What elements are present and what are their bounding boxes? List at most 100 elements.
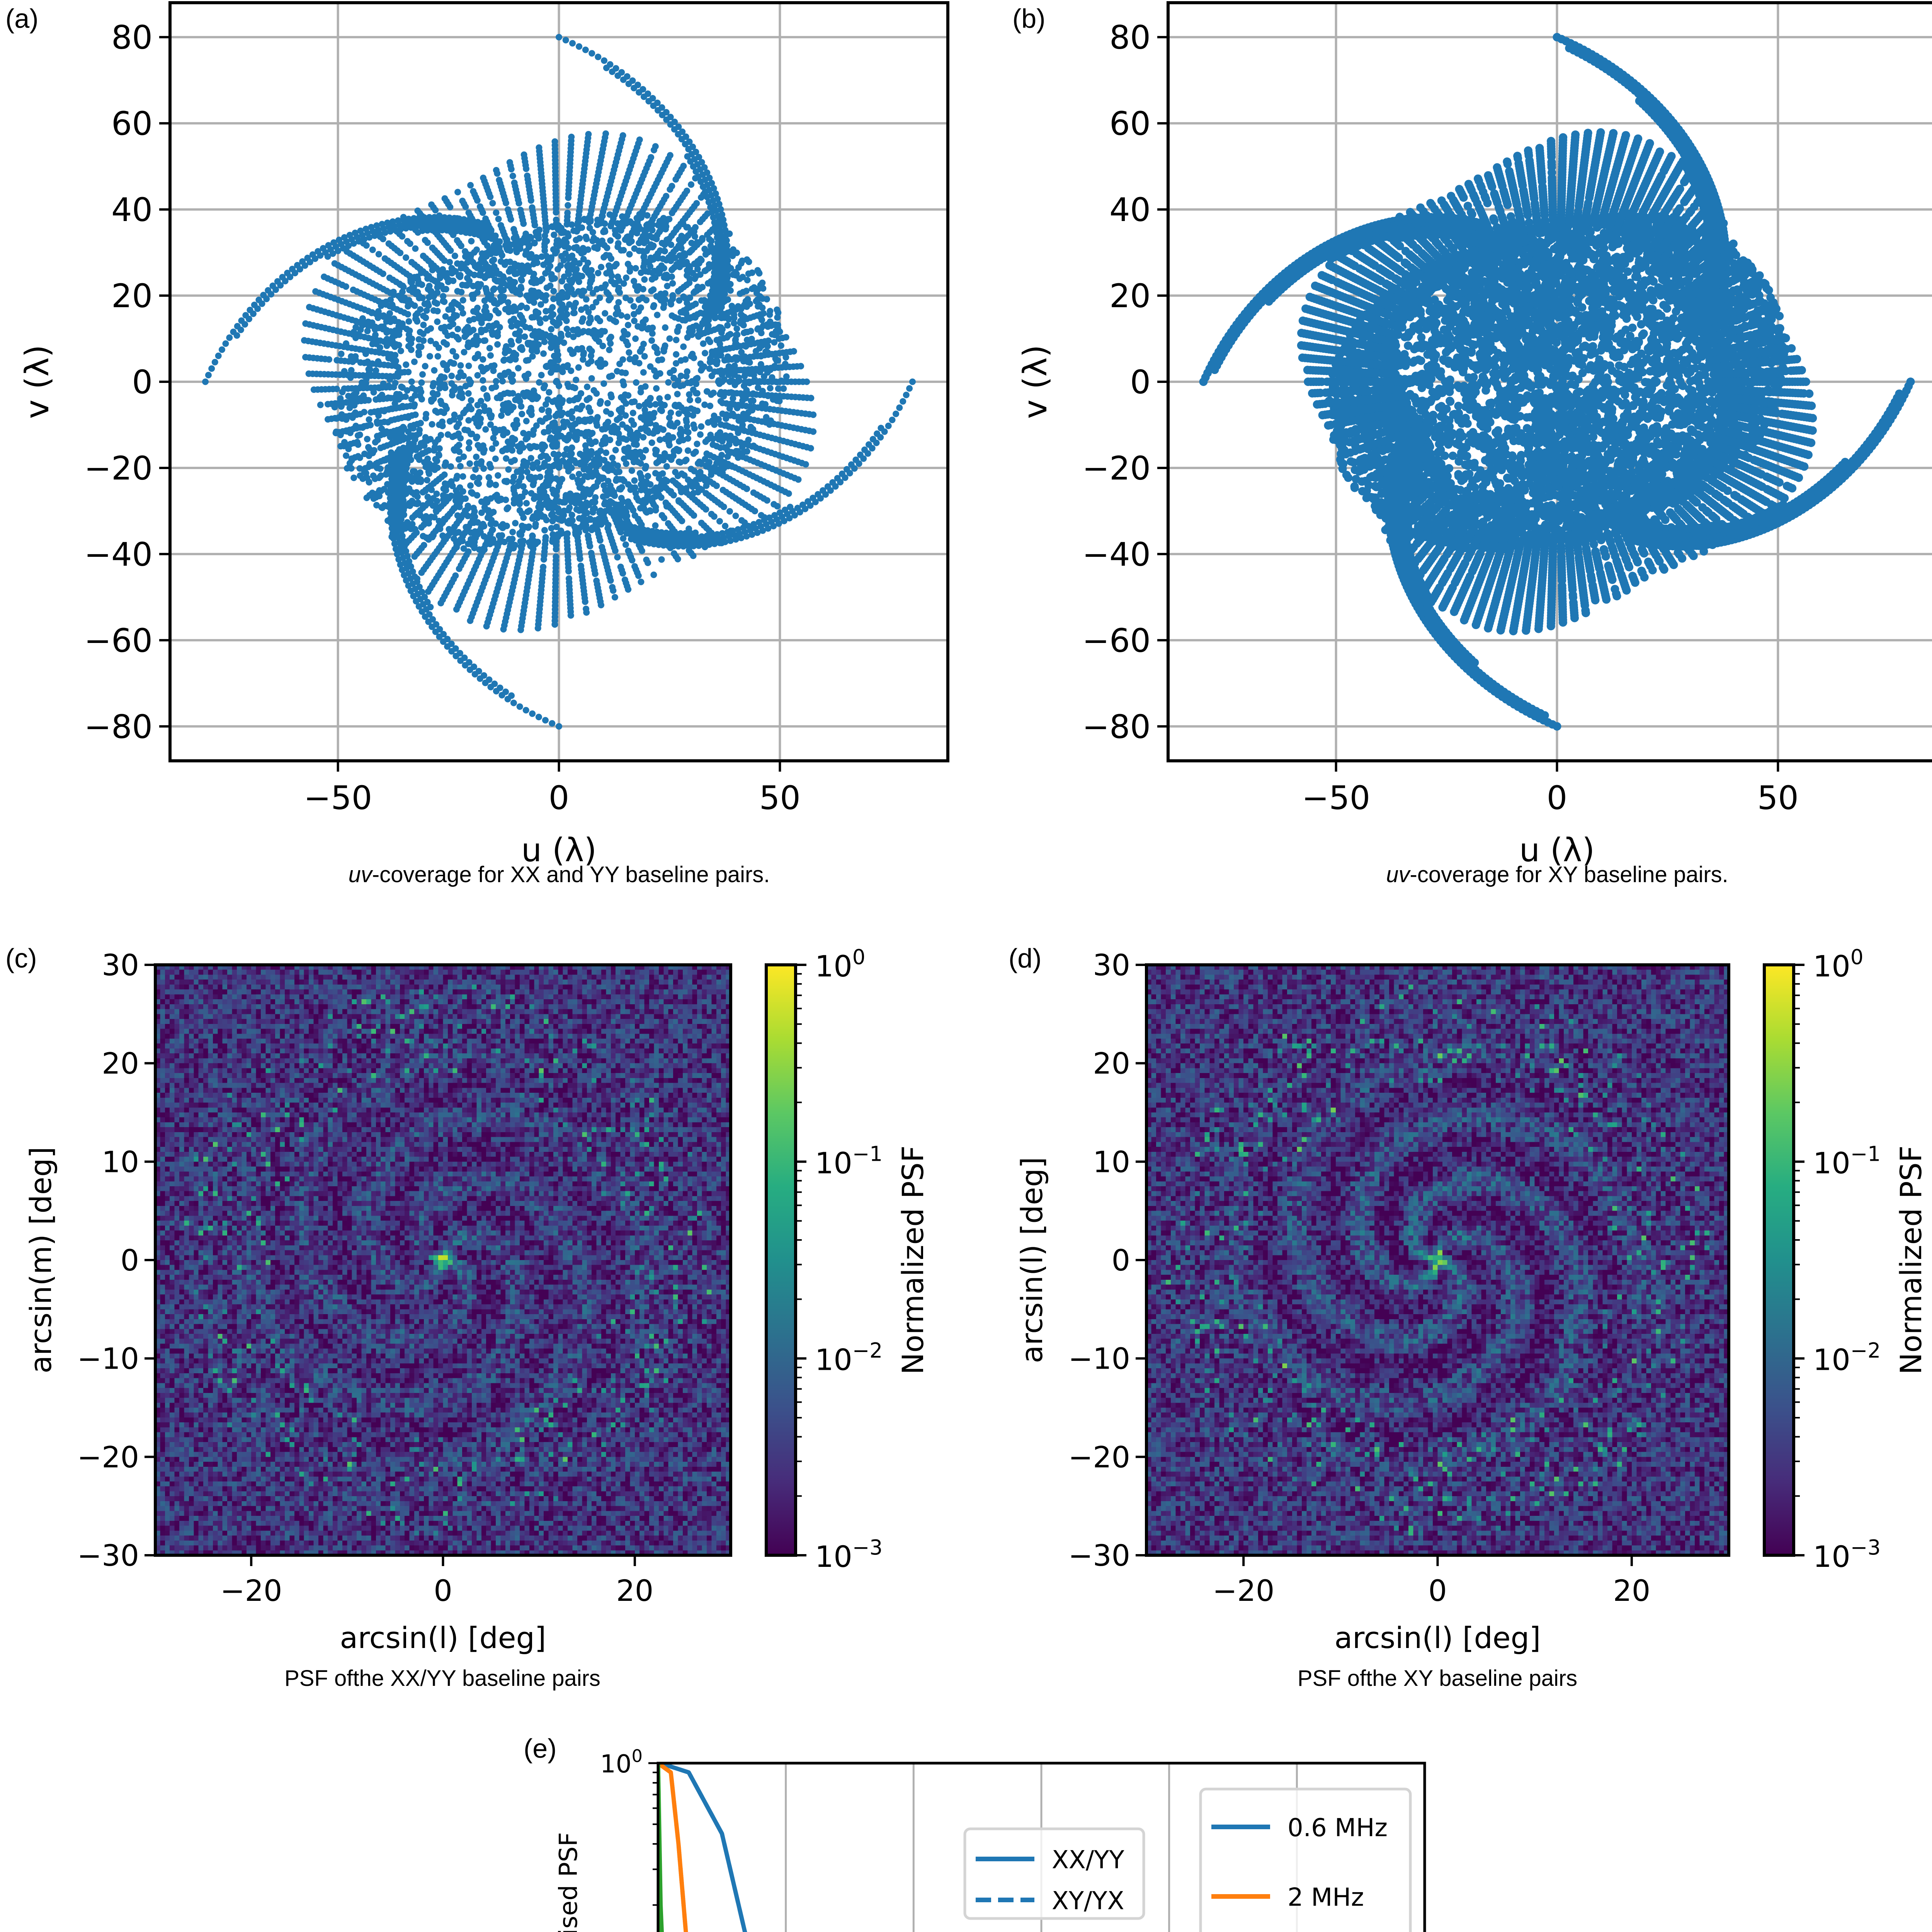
ticks [159,36,781,772]
legend-label: 2 MHz [1287,1883,1364,1912]
y-tick-label: 20 [111,277,153,315]
panel-label-c: (c) [5,943,37,974]
y-tick-label: 60 [1109,105,1151,143]
tick-label: 100 [815,945,866,983]
legend-label: XX/YY [1052,1846,1124,1874]
panel-label-a: (a) [5,3,39,34]
y-tick-label: −20 [1068,1440,1130,1474]
x-tick-label: 0 [434,1573,452,1608]
caption-b: uv-coverage for XY baseline pairs. [1386,862,1728,888]
azimuthal-psf-line-chart: 05101520253010010−110−210−3θ (deg)Azimut… [554,1746,1426,1932]
x-tick-label: 50 [1757,779,1799,817]
caption-a-italic: uv [349,862,372,887]
y-tick-label: −60 [1082,622,1151,660]
y-tick-label: 10 [1093,1145,1130,1179]
y-tick-label: 10 [102,1145,139,1179]
x-axis-label: u (λ) [1519,831,1595,869]
colorbar: 100 10−1 10−2 10−3 Normalized PSF [765,945,930,1574]
x-tick-label: −50 [1302,779,1370,817]
uv-coverage-xy-plot: −50 0 50 −80 −60 −40 −20 0 20 40 60 80 u (λ) v (λ) [1016,1,1932,869]
y-axis-label: v (λ) [18,345,56,419]
x-axis-label: arcsin(l) [deg] [1335,1621,1541,1655]
colorbar-label: Normalized PSF [896,1146,930,1375]
ticks [1136,964,1633,1566]
caption-c: PSF ofthe XX/YY baseline pairs [284,1665,600,1691]
y-tick-label: −40 [84,536,153,573]
y-axis-label: Azimuthally averaged Normalised PSF [554,1832,583,1932]
axes-frame [656,1762,1426,1932]
y-tick-label: 30 [102,948,139,982]
tick-label: 10−2 [1813,1339,1881,1377]
x-tick-label: −20 [1213,1573,1274,1608]
y-tick-label: 0 [1112,1243,1130,1277]
y-tick-label: −30 [1068,1538,1130,1573]
caption-a: uv-coverage for XX and YY baseline pairs… [349,862,770,888]
panel-label-e: (e) [524,1733,557,1764]
uv-points [1199,33,1915,731]
tick-label: 10−3 [1813,1536,1881,1574]
caption-b-italic: uv [1386,862,1410,887]
y-tick-label: −30 [77,1538,139,1573]
y-tick-label: 20 [1109,277,1151,315]
y-tick-label: 30 [1093,948,1130,982]
caption-b-text: -coverage for XY baseline pairs. [1410,862,1728,887]
y-axis-label: arcsin(l) [deg] [1015,1157,1049,1363]
y-axis-label: v (λ) [1016,345,1054,419]
legend-label: XY/YX [1052,1887,1124,1915]
y-tick-label: −10 [1068,1342,1130,1376]
y-tick-label: 0 [132,363,153,401]
tick-label: 10−3 [815,1536,883,1574]
y-tick-label: −80 [84,708,153,746]
y-tick-label: −40 [1082,536,1151,573]
y-tick-label: 20 [1093,1046,1130,1081]
x-tick-label: 0 [1547,779,1567,817]
psf-xx-yy-heatmap: −20 0 20 −30 −20 −10 0 10 20 30 arcsin(l) [deg] arc… [24,945,930,1655]
y-tick-label: 40 [1109,191,1151,229]
x-axis-label: u (λ) [521,831,597,869]
y-tick-label: −60 [84,622,153,660]
y-tick-label: −20 [1082,449,1151,487]
y-tick-label: −10 [77,1342,139,1376]
psf-image [1146,965,1729,1556]
caption-a-text: -coverage for XX and YY baseline pairs. [372,862,770,887]
y-tick-label: 0 [121,1243,139,1277]
data-series [658,1763,747,1932]
x-tick-label: 0 [549,779,569,817]
tick-label: 100 [1813,945,1864,983]
y-tick-label: −20 [84,449,153,487]
y-tick-label: −20 [77,1440,139,1474]
caption-d: PSF ofthe XY baseline pairs [1298,1665,1577,1691]
y-tick-label: 80 [111,19,153,56]
x-tick-label: 50 [759,779,801,817]
colorbar-label: Normalized PSF [1894,1146,1928,1375]
y-tick-label: 0 [1130,363,1151,401]
psf-image [155,965,731,1556]
x-tick-label: 20 [616,1573,653,1608]
colorbar: 100 10−1 10−2 10−3 Normalized PSF [1763,945,1928,1574]
y-tick-label: 60 [111,105,153,143]
x-tick-label: −50 [304,779,372,817]
tick-label: 10−2 [815,1339,883,1377]
y-tick-label: 20 [102,1046,139,1081]
ticks [145,964,636,1566]
uv-points [202,34,916,730]
tick-label: 100 [600,1746,643,1779]
psf-xy-heatmap: −20 0 20 −30 −20 −10 0 10 20 30 arcsin(l) [deg] arc… [1015,945,1928,1655]
tick-label: 10−1 [1813,1142,1881,1180]
x-tick-label: 0 [1428,1573,1447,1608]
panel-label-b: (b) [1012,3,1046,34]
x-tick-label: 20 [1613,1573,1650,1608]
y-tick-label: 40 [111,191,153,229]
uv-coverage-xx-yy-plot: −50 0 50 −80 −60 −40 −20 0 20 40 60 80 u (λ) v (λ) [18,1,949,869]
tick-label: 10−1 [815,1142,883,1180]
y-tick-label: 80 [1109,19,1151,56]
x-tick-label: −20 [220,1573,282,1608]
legend-label: 0.6 MHz [1287,1814,1388,1842]
y-tick-label: −80 [1082,708,1151,746]
y-axis-label: arcsin(m) [deg] [24,1147,58,1374]
ticks [1157,36,1779,772]
x-axis-label: arcsin(l) [deg] [340,1621,546,1655]
ticks [648,1762,658,1906]
